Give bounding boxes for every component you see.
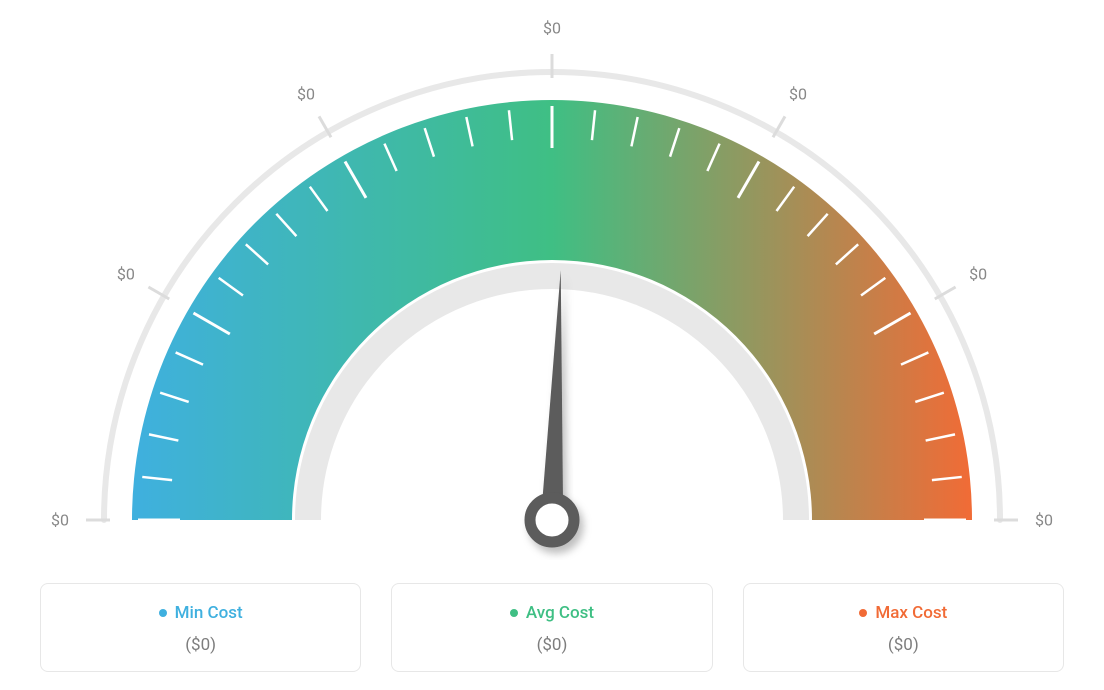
gauge-tick-label: $0 xyxy=(117,265,135,284)
legend-title-min: Min Cost xyxy=(159,603,243,623)
gauge-tick-label: $0 xyxy=(51,511,69,530)
gauge-tick-label: $0 xyxy=(789,84,807,103)
chart-container: $0 $0 $0 $0 $0 $0 $0 Min Cost ($0) Avg Cost ($… xyxy=(0,0,1104,690)
legend-value-max: ($0) xyxy=(754,635,1053,655)
legend-title-max: Max Cost xyxy=(859,603,947,623)
legend-card-avg: Avg Cost ($0) xyxy=(391,583,712,672)
gauge-tick-label: $0 xyxy=(543,19,561,38)
gauge-svg xyxy=(52,0,1052,560)
legend-dot-min xyxy=(159,609,167,617)
legend-label-avg: Avg Cost xyxy=(526,603,594,623)
legend-dot-max xyxy=(859,609,867,617)
legend-label-max: Max Cost xyxy=(875,603,947,623)
legend-value-avg: ($0) xyxy=(402,635,701,655)
legend-card-min: Min Cost ($0) xyxy=(40,583,361,672)
legend-card-max: Max Cost ($0) xyxy=(743,583,1064,672)
gauge: $0 $0 $0 $0 $0 $0 $0 xyxy=(52,0,1052,560)
gauge-tick-label: $0 xyxy=(1035,511,1053,530)
legend-dot-avg xyxy=(510,609,518,617)
gauge-tick-label: $0 xyxy=(969,265,987,284)
legend-value-min: ($0) xyxy=(51,635,350,655)
legend-title-avg: Avg Cost xyxy=(510,603,594,623)
legend-row: Min Cost ($0) Avg Cost ($0) Max Cost ($0… xyxy=(40,583,1064,672)
legend-label-min: Min Cost xyxy=(175,603,243,623)
gauge-tick-label: $0 xyxy=(297,84,315,103)
